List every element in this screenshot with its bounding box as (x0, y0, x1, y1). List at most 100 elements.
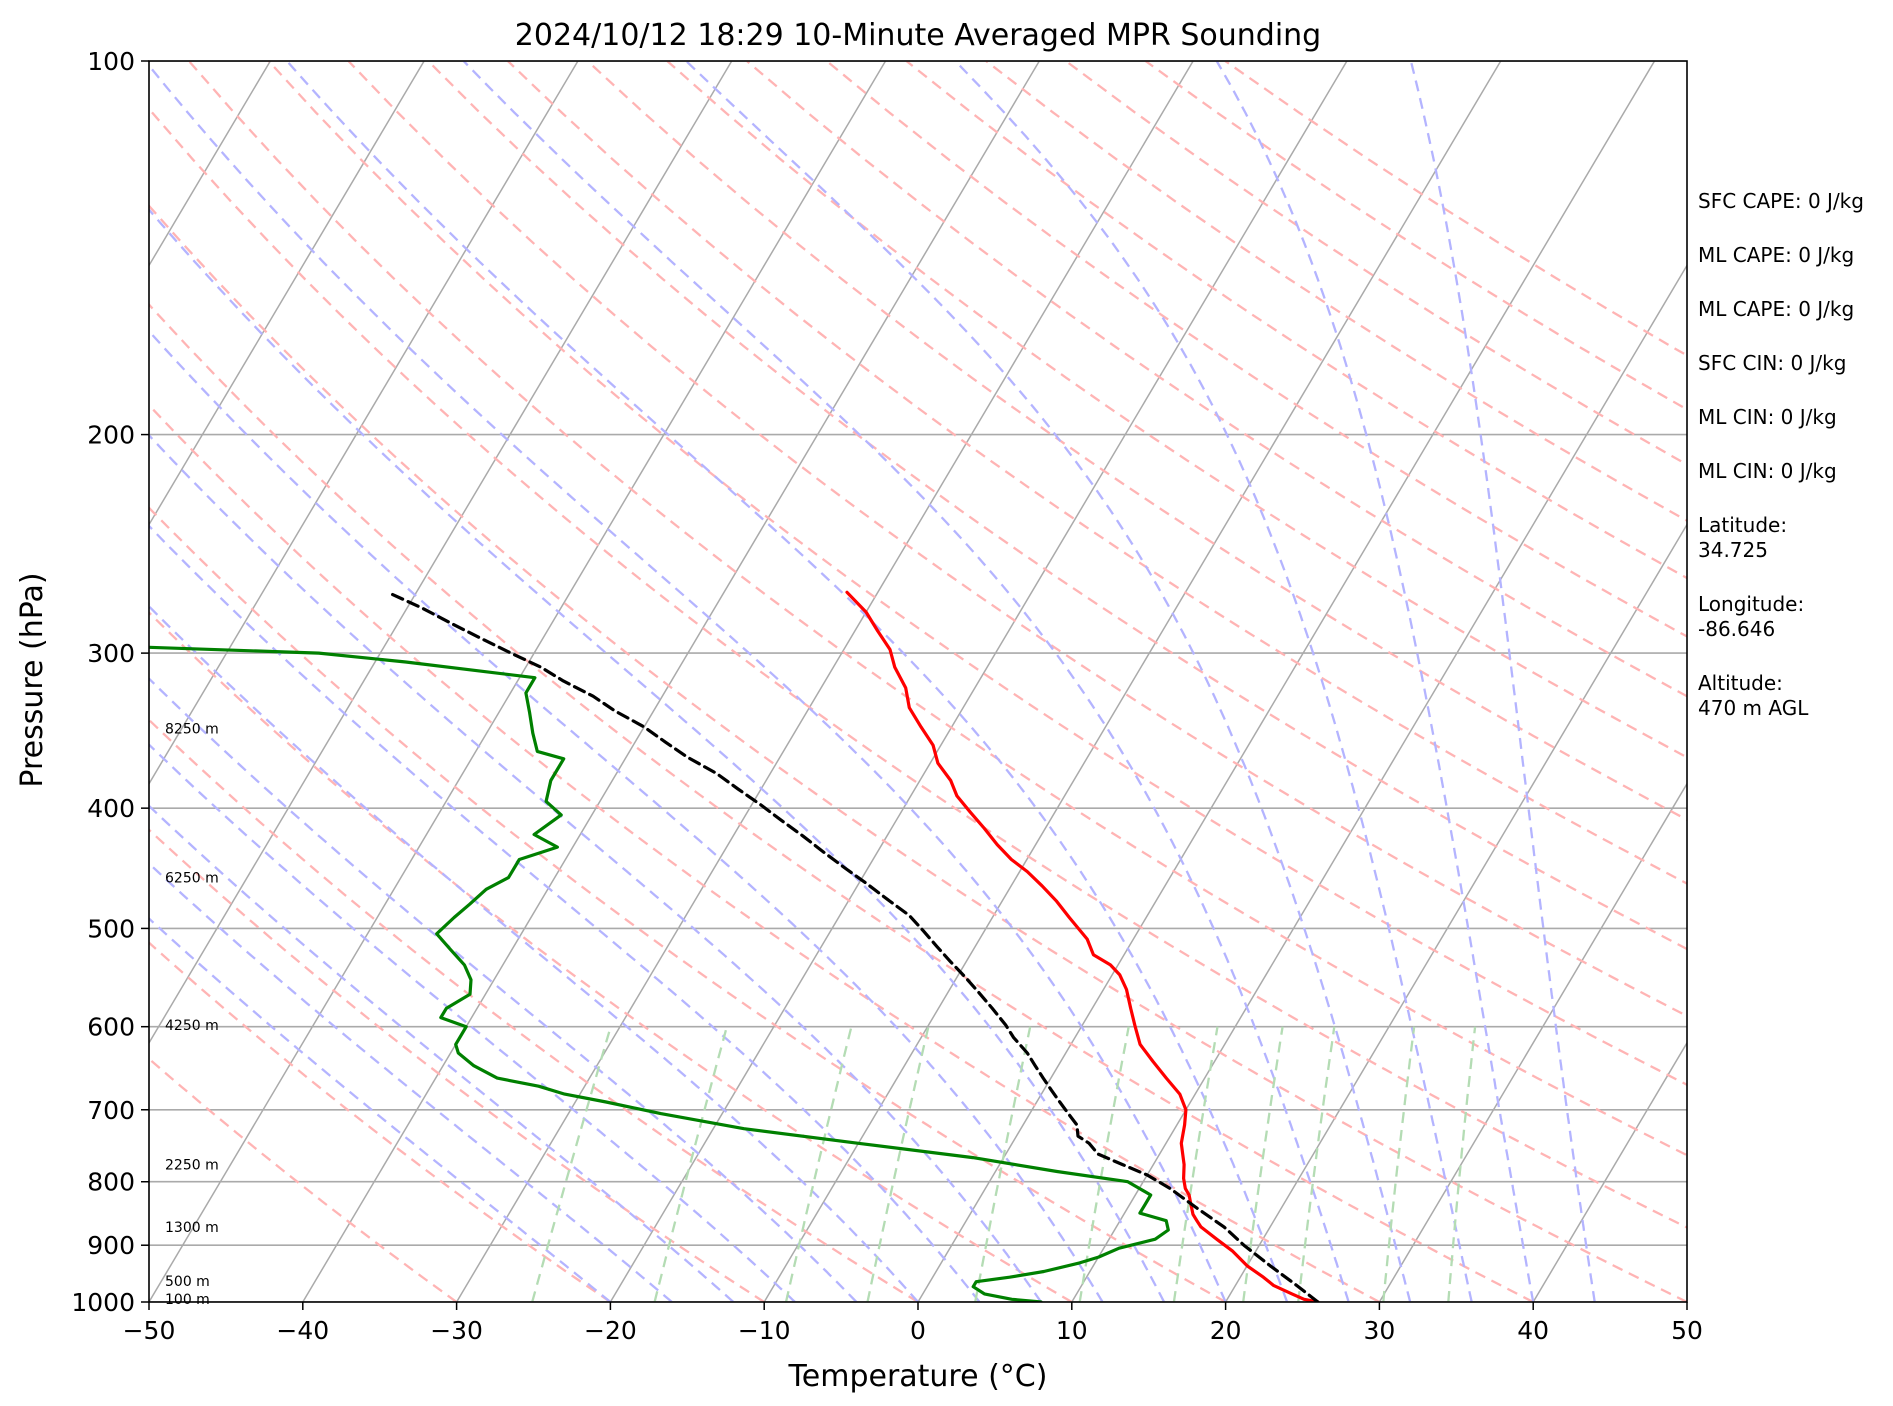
y-tick-label: 700 (87, 1096, 135, 1125)
dry-adiabat-line (149, 204, 1687, 1302)
height-label: 100 m (165, 1292, 210, 1308)
info-annotation: Altitude: (1698, 671, 1783, 695)
y-tick-label: 600 (87, 1013, 135, 1042)
dry-adiabat-line (507, 61, 1687, 885)
mixing-ratio-line (1447, 1026, 1477, 1302)
y-tick-label: 800 (87, 1168, 135, 1197)
y-tick-label: 1000 (71, 1288, 135, 1317)
x-axis-ticks: −50 −40 −30 −20 −10 0 10 20 30 40 50 (123, 1302, 1703, 1345)
x-tick-label: −20 (584, 1316, 637, 1345)
x-tick-label: −40 (276, 1316, 329, 1345)
dewpoint-profile-line (149, 645, 1170, 1302)
height-label: 500 m (165, 1274, 210, 1290)
isotherm-line (1224, 523, 1687, 1302)
height-labels: 8250 m 6250 m 4250 m 2250 m 1300 m 500 m 100 m (165, 721, 219, 1307)
isotherm-line (149, 61, 733, 1045)
x-tick-label: −30 (430, 1316, 483, 1345)
info-annotation: SFC CAPE: 0 J/kg (1698, 189, 1864, 213)
moist-adiabat-line (149, 63, 1227, 1302)
dry-adiabat-line (825, 61, 1687, 638)
height-label: 1300 m (165, 1220, 219, 1236)
mixing-ratio-line (1382, 1026, 1416, 1302)
x-tick-label: −10 (738, 1316, 791, 1345)
y-tick-label: 100 (87, 47, 135, 76)
dry-adiabat-line (188, 61, 1687, 1157)
mixing-ratio-line (1172, 1026, 1219, 1302)
moist-adiabat-line (149, 207, 1166, 1302)
y-tick-label: 400 (87, 794, 135, 823)
info-annotation: Longitude: (1698, 592, 1804, 616)
height-label: 8250 m (165, 721, 219, 737)
mixing-ratio-line (866, 1026, 930, 1302)
dry-adiabat-line (149, 1057, 458, 1302)
x-tick-label: 40 (1517, 1316, 1549, 1345)
mixing-ratio-line (1078, 1026, 1130, 1302)
info-annotation: ML CAPE: 0 J/kg (1698, 243, 1854, 267)
info-annotation: SFC CIN: 0 J/kg (1698, 351, 1846, 375)
parcel-profile-line (390, 592, 1320, 1302)
height-label: 6250 m (165, 871, 219, 887)
mixing-ratio-line (974, 1026, 1032, 1302)
mixing-ratio-line (653, 1026, 728, 1302)
info-annotation: Latitude: (1698, 513, 1787, 537)
moist-adiabat-line (149, 604, 919, 1302)
moist-adiabat-line (286, 61, 1289, 1302)
temperature-profile-line (845, 590, 1320, 1302)
moist-adiabat-line (149, 743, 796, 1302)
info-annotation: -86.646 (1698, 617, 1775, 641)
x-tick-label: −50 (123, 1316, 176, 1345)
x-tick-label: 0 (910, 1316, 926, 1345)
moist-adiabat-line (462, 61, 1350, 1302)
moist-adiabat-line (685, 61, 1412, 1302)
moist-adiabat-line (149, 917, 612, 1302)
moist-adiabat-line (149, 862, 673, 1302)
mixing-ratio-line (531, 1026, 612, 1302)
y-axis-label: Pressure (hPa) (15, 572, 50, 787)
isotherm-line (149, 61, 579, 786)
moist-adiabat-line (149, 524, 981, 1302)
y-tick-label: 300 (87, 639, 135, 668)
height-label: 2250 m (165, 1158, 219, 1174)
isotherm-line (149, 61, 887, 1302)
sounding-info-panel: SFC CAPE: 0 J/kg ML CAPE: 0 J/kg ML CAPE: … (1698, 189, 1864, 720)
dry-adiabat-line (149, 610, 1073, 1302)
moist-adiabat-line (1409, 61, 1596, 1302)
y-tick-label: 900 (87, 1231, 135, 1260)
chart-title: 2024/10/12 18:29 10-Minute Averaged MPR … (515, 18, 1321, 53)
x-axis-label: Temperature (°C) (788, 1359, 1048, 1394)
isotherm-line (149, 61, 425, 527)
height-label: 4250 m (165, 1018, 219, 1034)
x-tick-label: 20 (1210, 1316, 1242, 1345)
isotherm-line (1532, 1041, 1687, 1302)
dry-adiabat-line (347, 61, 1687, 1018)
info-annotation: ML CIN: 0 J/kg (1698, 405, 1837, 429)
x-tick-label: 10 (1056, 1316, 1088, 1345)
y-axis-ticks: 100 200 300 400 500 600 700 800 900 1000 (71, 47, 149, 1317)
info-annotation: ML CAPE: 0 J/kg (1698, 297, 1854, 321)
y-tick-label: 200 (87, 421, 135, 450)
moist-adiabat-line (954, 61, 1473, 1302)
x-tick-label: 30 (1363, 1316, 1395, 1345)
dry-adiabat-line (149, 941, 612, 1302)
moist-adiabat-line (149, 329, 1104, 1302)
x-tick-label: 50 (1671, 1316, 1703, 1345)
dry-adiabat-line (905, 61, 1687, 580)
dry-adiabat-line (666, 61, 1687, 759)
moist-adiabat-line (149, 433, 1042, 1302)
isotherm-line (763, 61, 1502, 1302)
info-annotation: ML CIN: 0 J/kg (1698, 459, 1837, 483)
dry-adiabat-line (149, 718, 919, 1302)
y-tick-label: 500 (87, 914, 135, 943)
dry-adiabat-line (149, 828, 765, 1302)
profile-lines (149, 590, 1320, 1302)
isotherm-line (609, 61, 1348, 1302)
background-lines (149, 61, 1687, 1302)
info-annotation: 470 m AGL (1698, 696, 1809, 720)
dry-adiabat-line (149, 107, 1687, 1229)
info-annotation: 34.725 (1698, 538, 1768, 562)
moist-adiabat-line (1215, 61, 1535, 1302)
moist-adiabat-line (149, 804, 735, 1302)
moist-adiabat-line (149, 677, 858, 1302)
